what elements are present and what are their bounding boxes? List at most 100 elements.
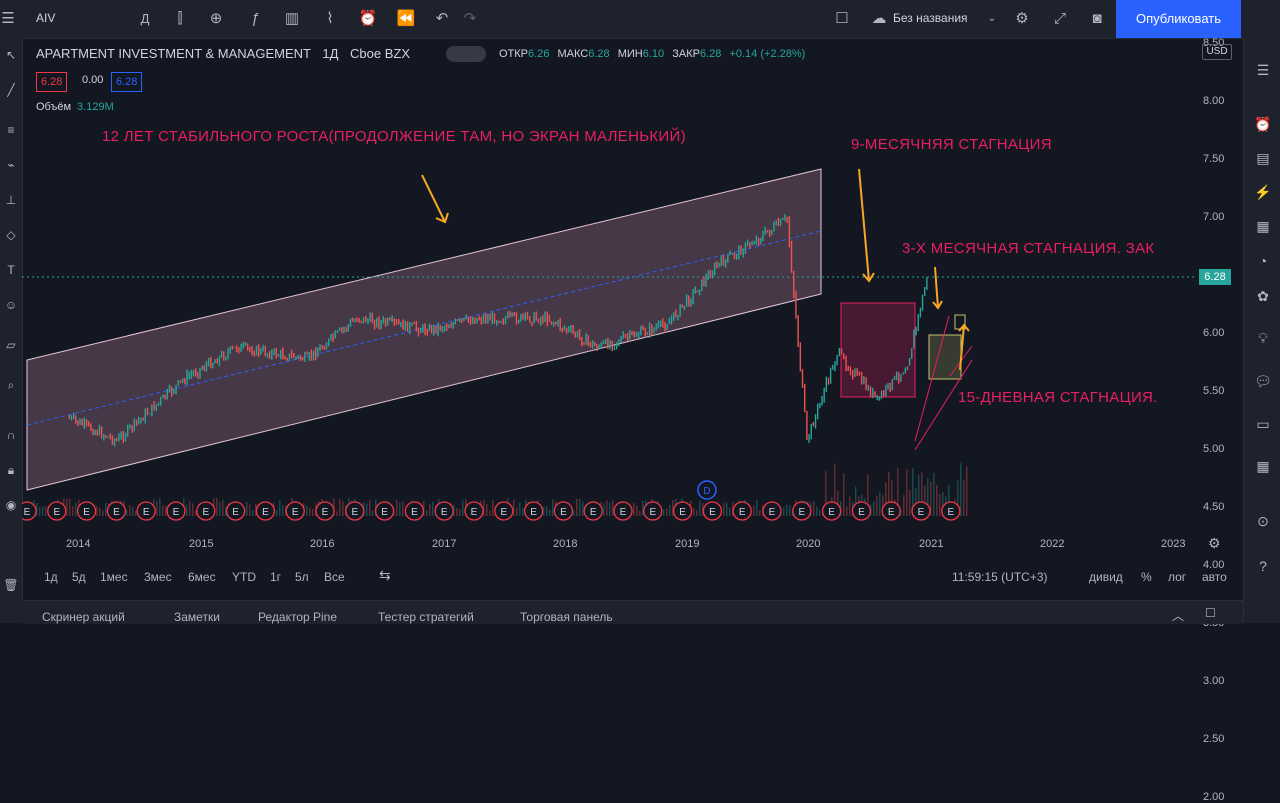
log-toggle[interactable]: лог [1168,570,1187,584]
fullscreen-square-icon[interactable]: ☐ [835,10,849,27]
data-window-icon[interactable]: ▤ [1256,150,1270,166]
range-button[interactable]: 5д [72,570,86,584]
auto-toggle[interactable]: авто [1202,570,1227,584]
earnings-marker: E [821,501,842,521]
volume-bar [867,474,869,516]
pattern-icon[interactable]: ⌁ [7,158,15,172]
date-range-icon[interactable]: ⇆ [379,567,391,583]
range-button[interactable]: 5л [295,570,309,584]
fib-icon[interactable]: ≡ [7,123,15,137]
ideas-icon[interactable]: ✿ [1257,288,1269,304]
volume-bar [519,502,521,516]
maximize-icon[interactable]: ☐ [1205,606,1216,620]
publish-button[interactable]: Опубликовать [1116,0,1241,38]
clock-time[interactable]: 11:59:15 (UTC+3) [952,570,1048,584]
broadcast-icon[interactable]: ⊙ [1257,513,1269,529]
year-tick: 2018 [553,538,578,550]
calendar-icon[interactable]: ▦ [1256,218,1270,234]
cursor-icon[interactable]: ↖ [5,48,17,62]
layout-name[interactable]: Без названия [893,11,968,25]
svg-text:E: E [441,507,448,518]
range-button[interactable]: 1мес [100,570,128,584]
ask-box[interactable]: 6.28 [111,72,143,92]
undo-icon[interactable]: ↶ [435,10,449,27]
volume-bar [921,472,923,516]
panel-tab[interactable]: Скринер акций [42,610,125,624]
panel-tab[interactable]: Редактор Pine [258,610,338,624]
panel-tab[interactable]: Тестер стратегий [378,610,474,624]
ruler-icon[interactable]: ▱ [6,338,16,352]
dividend-marker: D [697,480,717,500]
stats-icon[interactable]: ◔ [1258,253,1268,269]
volume-bar [882,494,884,516]
earnings-marker: E [553,501,574,521]
symbol-search[interactable]: AIV [36,11,56,25]
bid-box[interactable]: 6.28 [36,72,68,92]
lock-icon[interactable]: 🔒︎ [7,463,15,477]
hotlist-icon[interactable]: ⚡ [1254,184,1272,200]
calendar2-icon[interactable]: ▦ [1256,458,1270,474]
range-button[interactable]: 3мес [144,570,172,584]
menu-icon[interactable]: ☰ [1,10,15,27]
earnings-marker: E [434,501,454,521]
volume-bar [102,510,104,516]
legend-toggle[interactable] [446,46,486,62]
svg-text:E: E [351,507,358,518]
price-tick: 6.00 [1203,327,1225,339]
magnet-icon[interactable]: ∩ [6,428,16,442]
alarm-icon[interactable]: ⏰ [1254,116,1272,132]
trash-icon[interactable]: 🗑︎ [3,578,19,592]
help-icon[interactable]: ? [1259,558,1267,574]
camera-icon[interactable]: ◙ [1092,10,1102,27]
shapes-icon[interactable]: ◇ [6,228,16,242]
volume-legend: Объём 3.129M [36,101,114,113]
percent-toggle[interactable]: % [1141,570,1152,584]
replay-icon[interactable]: ⏪ [396,10,416,27]
messages-icon[interactable]: ▭ [1256,416,1270,432]
panel-tab[interactable]: Торговая панель [520,610,613,624]
trend-line-icon[interactable]: ╱ [7,83,15,97]
earnings-marker: E [255,501,276,521]
interval-button[interactable]: Д [140,11,150,26]
volume-bar [486,503,488,516]
chat-icon[interactable]: 💬︎ [1254,373,1272,389]
redo-icon[interactable]: ↷ [463,10,477,27]
volume-bar [426,510,428,516]
range-button[interactable]: Все [324,570,345,584]
candles-icon[interactable]: ⫿ [177,10,183,27]
eye-icon[interactable]: ◉ [5,498,17,512]
prediction-icon[interactable]: ⊥ [5,193,17,207]
svg-text:E: E [530,507,537,518]
templates-icon[interactable]: ▥ [284,10,300,27]
price-axis[interactable]: 9.509.008.508.007.507.006.506.005.505.00… [1197,37,1243,803]
chevron-up-icon[interactable]: ︿ [1172,609,1185,623]
chart-type-icon[interactable]: ⌇ [326,10,334,27]
price-chart[interactable]: E E E E E E E E E E E E E E E E E E E E E E E E E E E E E E E E D [22,38,1197,532]
add-compare-icon[interactable]: ⊕ [209,10,223,27]
range-button[interactable]: YTD [232,570,256,584]
volume-bar [276,510,278,516]
volume-bar [789,505,791,516]
expand-icon[interactable]: ⤢ [1053,10,1066,27]
currency-label[interactable]: USD [1202,44,1232,60]
text-icon[interactable]: T [7,263,15,277]
zoom-icon[interactable]: ⌕ [7,378,15,392]
earnings-marker: E [762,501,782,521]
chevron-down-icon[interactable]: ⌄ [987,13,997,24]
watchlist-icon[interactable]: ☰ [1256,62,1270,78]
range-button[interactable]: 1д [44,570,58,584]
range-button[interactable]: 6мес [188,570,216,584]
panel-tab[interactable]: Заметки [174,610,220,624]
smile-icon[interactable]: ☺ [4,298,18,312]
lightbulb-icon[interactable]: 💡︎ [1258,330,1268,346]
price-tick: 4.00 [1203,559,1225,571]
range-button[interactable]: 1г [270,570,282,584]
earnings-marker: E [523,501,544,521]
indicators-icon[interactable]: ƒ [250,10,260,27]
time-axis[interactable]: 2014 2015 2016 2017 2018 2019 2020 2021 2022 2023… [22,532,1221,558]
alert-icon[interactable]: ⏰ [358,10,378,27]
volume-bar [105,502,107,516]
gear-icon[interactable]: ⚙ [1208,535,1221,551]
gear-icon[interactable]: ⚙ [1015,10,1029,27]
dividend-toggle[interactable]: дивид [1089,570,1123,584]
